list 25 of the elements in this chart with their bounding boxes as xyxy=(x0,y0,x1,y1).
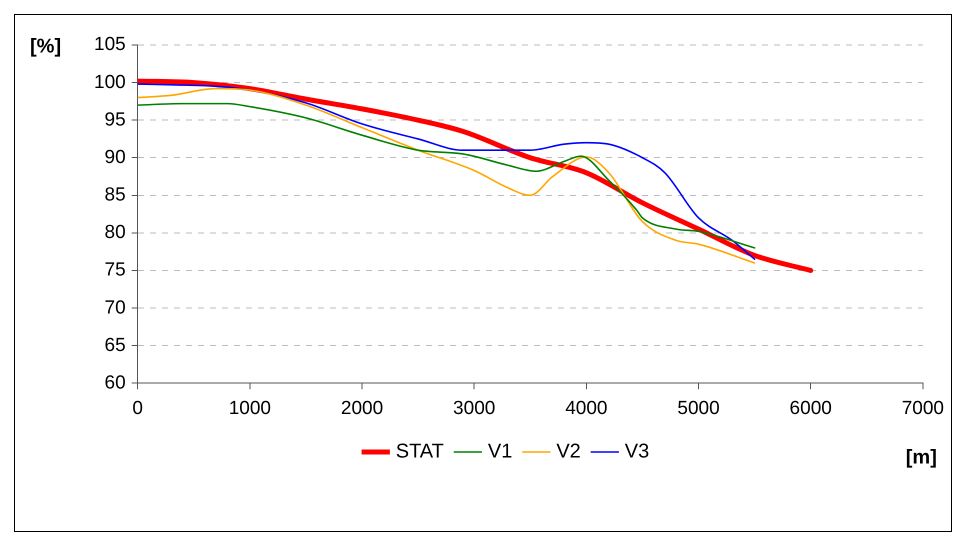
legend-label: V2 xyxy=(556,440,581,463)
x-tick-label: 2000 xyxy=(340,398,384,419)
x-axis-title: [m] xyxy=(906,446,937,469)
x-tick-label: 7000 xyxy=(902,398,944,419)
y-tick-label: 105 xyxy=(94,34,126,56)
y-tick-label: 100 xyxy=(94,72,126,93)
x-tick-label: 3000 xyxy=(453,398,496,419)
y-tick-label: 60 xyxy=(104,372,126,394)
y-tick-label: 90 xyxy=(104,146,126,168)
y-tick-label: 65 xyxy=(104,334,126,356)
y-tick-label: 80 xyxy=(104,222,126,244)
y-tick-label: 95 xyxy=(104,109,126,130)
x-tick-label: 0 xyxy=(132,398,143,419)
legend-label: V3 xyxy=(624,440,650,463)
x-tick-label: 1000 xyxy=(228,398,272,419)
y-axis-title: [%] xyxy=(30,36,62,58)
x-tick-label: 5000 xyxy=(677,398,720,419)
y-tick-label: 70 xyxy=(104,297,126,318)
y-tick-label: 75 xyxy=(104,260,126,281)
y-tick-label: 85 xyxy=(104,184,126,206)
x-tick-label: 4000 xyxy=(565,398,608,419)
line-series xyxy=(138,102,756,249)
legend-label: V1 xyxy=(488,440,512,463)
x-tick-label: 6000 xyxy=(790,398,832,419)
legend-label: STAT xyxy=(396,440,444,463)
